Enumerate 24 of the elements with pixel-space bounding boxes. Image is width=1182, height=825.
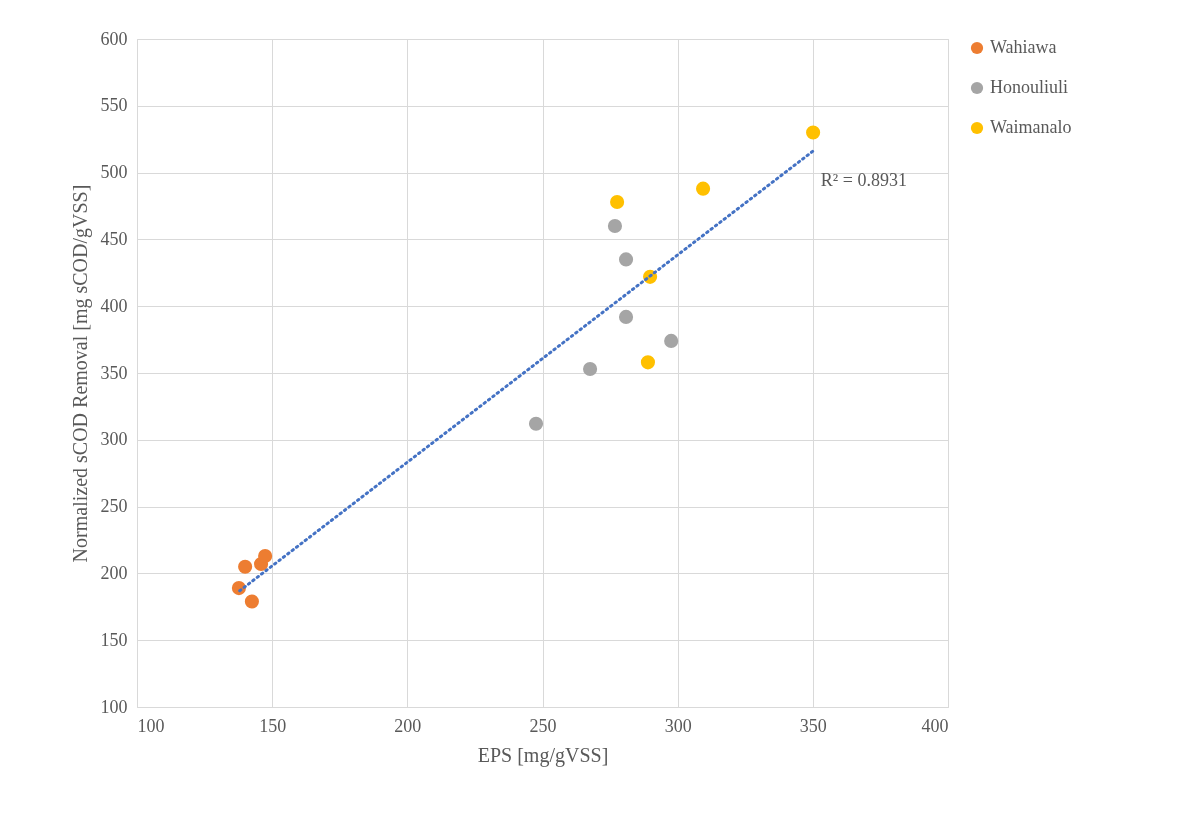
y-tick-label: 600 xyxy=(100,28,128,49)
annotation: R² = 0.8931 xyxy=(820,170,907,191)
y-tick-label: 250 xyxy=(100,496,128,517)
x-tick-label: 250 xyxy=(529,715,557,736)
legend-label: Waimanalo xyxy=(990,117,1072,137)
x-tick-label: 150 xyxy=(259,715,287,736)
y-tick-label: 150 xyxy=(100,629,128,650)
x-axis-title: EPS [mg/gVSS] xyxy=(477,743,609,767)
legend-label: Honouliuli xyxy=(990,77,1069,97)
x-tick-label: 100 xyxy=(137,715,165,736)
legend-label: Wahiawa xyxy=(990,37,1057,57)
x-tick-label: 350 xyxy=(799,715,827,736)
y-tick-label: 100 xyxy=(100,696,128,717)
y-tick-label: 500 xyxy=(100,162,128,183)
x-tick-label: 200 xyxy=(394,715,422,736)
y-tick-label: 200 xyxy=(100,562,128,583)
y-tick-label: 300 xyxy=(100,429,128,450)
x-tick-label: 300 xyxy=(664,715,692,736)
x-tick-label: 400 xyxy=(921,715,949,736)
y-tick-label: 450 xyxy=(100,228,128,249)
y-tick-label: 350 xyxy=(100,362,128,383)
y-tick-label: 550 xyxy=(100,95,128,116)
y-axis-title: Normalized sCOD Removal [mg sCOD/gVSS] xyxy=(68,184,92,563)
y-tick-label: 400 xyxy=(100,295,128,316)
